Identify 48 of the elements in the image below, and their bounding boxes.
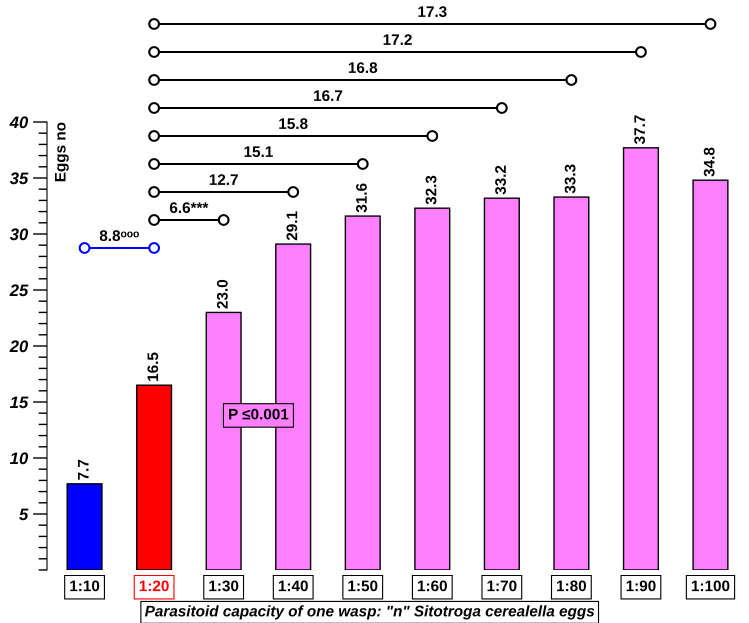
annotation: 8.8ᵒᵒᵒ [100, 230, 139, 242]
bar [484, 197, 520, 570]
data-label: 37.7 [634, 115, 646, 144]
bar [414, 208, 450, 570]
data-label: 31.6 [356, 184, 367, 212]
x-tick-label: 1:70 [488, 580, 517, 592]
data-label: 7.7 [78, 460, 89, 480]
bar [66, 483, 103, 570]
data-label: 23.0 [216, 280, 228, 309]
annotation: 12.7 [210, 174, 238, 185]
text: 16.8 [348, 62, 378, 74]
y-tick-label: 10 [10, 452, 28, 464]
x-tick-label: 1:30 [209, 580, 238, 592]
x-tick-label: 1:20 [140, 580, 169, 592]
data-label: 29.1 [286, 211, 298, 240]
data-label: 34.8 [704, 148, 715, 177]
x-tick-label: 1:80 [557, 580, 586, 592]
data-label: 32.3 [426, 176, 436, 205]
bar [344, 215, 381, 570]
y-tick-label: 35 [10, 172, 28, 184]
data-label: 33.2 [495, 166, 506, 194]
x-tick-label: 1:50 [348, 580, 378, 592]
y-tick-label: 5 [19, 508, 28, 520]
y-axis-title: Eggs no [54, 122, 69, 182]
y-tick-label: 15 [10, 396, 28, 408]
x-axis-title: Parasitoid capacity of one wasp: "n" Sitotroga cerealella eggs [144, 605, 594, 620]
x-tick-label: 1:90 [626, 580, 656, 592]
annotation: 6.6*** [170, 202, 208, 214]
data-label: 33.3 [564, 164, 576, 194]
annotation: 15.1 [244, 146, 273, 158]
x-tick-label: 1:100 [692, 580, 730, 592]
bar [136, 384, 172, 570]
bar [692, 180, 729, 570]
text: 17.3 [418, 6, 447, 18]
x-tick-label: 1:10 [70, 580, 100, 592]
annotation: P ≤0.001 [229, 408, 288, 420]
bar [622, 147, 660, 570]
y-tick-label: 30 [10, 228, 28, 240]
data-label: 16.5 [147, 352, 158, 381]
text: 17.2 [384, 34, 412, 45]
bar [553, 196, 590, 570]
y-tick-label: 20 [9, 340, 28, 352]
x-tick-label: 1:40 [278, 580, 308, 592]
annotation: 15.8 [279, 118, 308, 130]
x-tick-label: 1:60 [418, 580, 447, 592]
y-tick-label: 40 [9, 116, 28, 128]
y-tick-label: 25 [9, 284, 28, 296]
text: 16.7 [314, 90, 342, 102]
